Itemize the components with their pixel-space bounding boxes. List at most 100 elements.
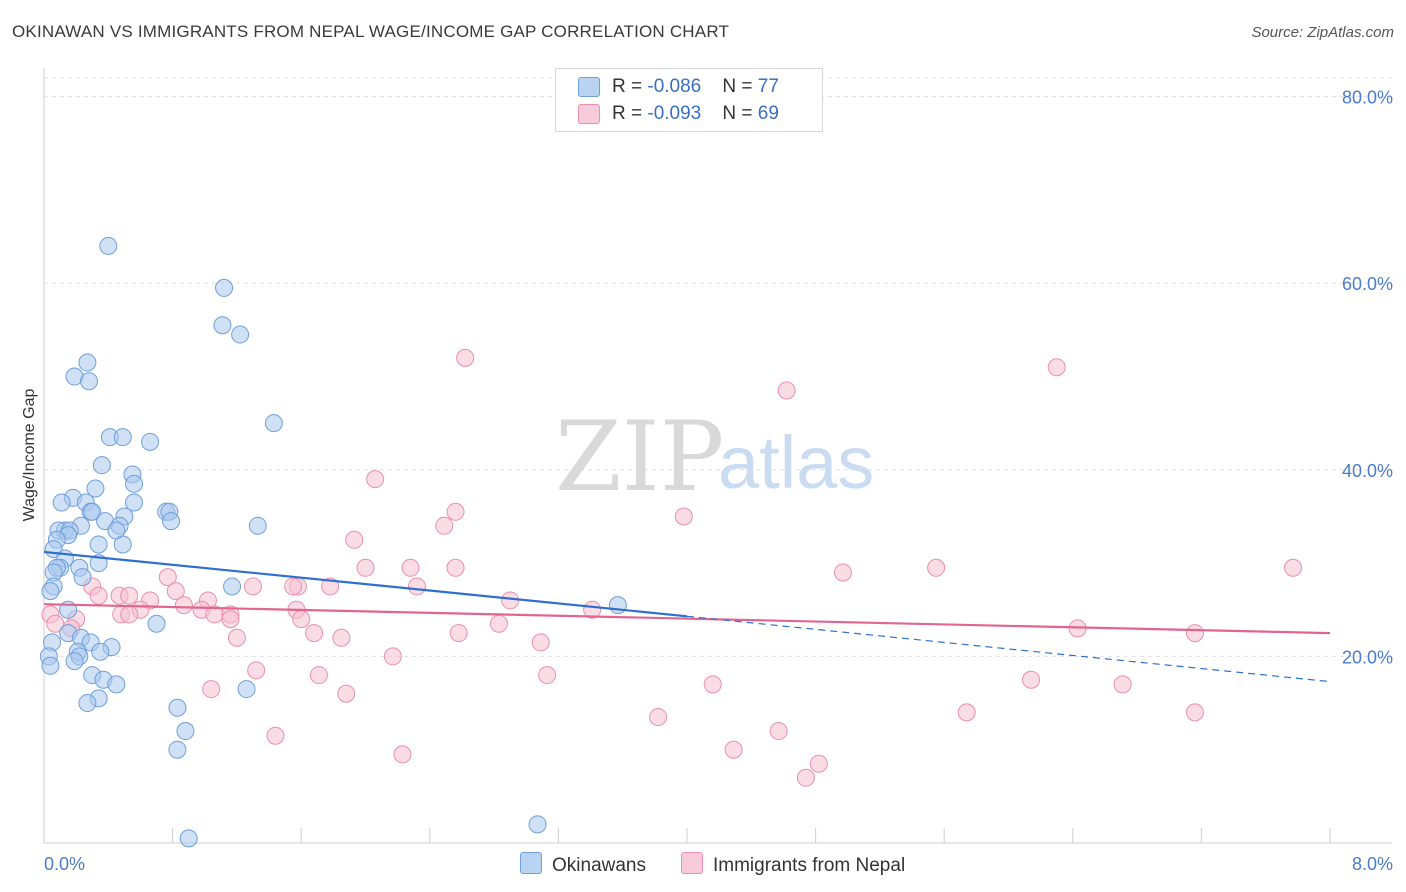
nepal-point	[247, 661, 266, 680]
n-value: 69	[757, 103, 779, 124]
nepal-point	[703, 675, 722, 694]
watermark-zip: ZIP	[555, 401, 724, 513]
nepal-point	[501, 591, 520, 610]
okinawan-point	[248, 516, 267, 535]
grid-lines	[44, 77, 1392, 657]
okinawan-point	[223, 577, 242, 596]
legend-item-okinawans[interactable]: Okinawans	[520, 852, 646, 877]
okinawan-point	[89, 535, 108, 554]
nepal-point	[538, 666, 557, 685]
y-tick-label: 60.0%	[1342, 274, 1393, 294]
nepal-point	[174, 596, 193, 615]
nepal-point	[1022, 670, 1041, 689]
nepal-point	[649, 708, 668, 727]
okinawan-point	[179, 829, 198, 848]
legend-label: Immigrants from Nepal	[713, 855, 906, 876]
nepal-point	[393, 745, 412, 764]
nepal-point	[674, 507, 693, 526]
okinawan-point	[213, 316, 232, 335]
y-tick-label: 40.0%	[1342, 461, 1393, 481]
watermark-atlas: atlas	[718, 421, 874, 504]
okinawan-point	[92, 456, 111, 475]
nepal-point	[356, 558, 375, 577]
r-label: R =	[612, 76, 648, 97]
okinawan-point	[78, 353, 97, 372]
y-tick-label: 20.0%	[1342, 647, 1393, 667]
nepal-trend-line	[43, 603, 1331, 635]
y-axis-label: Wage/Income Gap	[21, 389, 38, 522]
nepal-points	[41, 348, 1303, 787]
nepal-point	[833, 563, 852, 582]
nepal-point	[1185, 703, 1204, 722]
okinawan-point	[113, 535, 132, 554]
source-label: Source: ZipAtlas.com	[1251, 24, 1394, 41]
chart-title: OKINAWAN VS IMMIGRANTS FROM NEPAL WAGE/I…	[12, 22, 730, 41]
nepal-point	[446, 558, 465, 577]
nepal-point	[796, 768, 815, 787]
y-tick-label: 80.0%	[1342, 88, 1393, 108]
okinawan-point	[52, 493, 71, 512]
nepal-point	[337, 684, 356, 703]
nepal-point	[292, 610, 311, 629]
legend-item-nepal[interactable]: Immigrants from Nepal	[681, 852, 905, 877]
x-tick-label: 0.0%	[44, 854, 85, 874]
nepal-point	[777, 381, 796, 400]
okinawan-point	[65, 652, 84, 671]
nepal-point	[407, 577, 426, 596]
okinawan-point	[99, 236, 118, 255]
okinawan-point	[528, 815, 547, 834]
nepal-point	[1284, 558, 1303, 577]
nepal-point	[305, 624, 324, 643]
nepal-point	[489, 614, 508, 633]
n-label: N =	[722, 76, 758, 97]
okinawans-swatch	[578, 77, 600, 97]
okinawan-point	[113, 428, 132, 447]
n-label: N =	[722, 103, 758, 124]
nepal-point	[383, 647, 402, 666]
okinawan-point	[168, 740, 187, 759]
nepal-point	[309, 666, 328, 685]
r-value: -0.086	[647, 76, 702, 97]
okinawans-legend-swatch	[520, 852, 542, 874]
nepal-point	[809, 754, 828, 773]
okinawan-point	[41, 582, 60, 601]
okinawan-point	[176, 722, 195, 741]
nepal-point	[46, 614, 65, 633]
nepal-point	[332, 628, 351, 647]
okinawan-point	[41, 656, 60, 675]
nepal-point	[401, 558, 420, 577]
n-value: 77	[757, 76, 779, 97]
okinawan-point	[231, 325, 250, 344]
nepal-point	[321, 577, 340, 596]
y-tick-labels: 20.0% 40.0% 60.0% 80.0%	[1342, 88, 1393, 668]
nepal-point	[957, 703, 976, 722]
r-value: -0.093	[647, 103, 702, 124]
r-label: R =	[612, 103, 648, 124]
nepal-point	[446, 502, 465, 521]
okinawan-point	[264, 414, 283, 433]
okinawan-point	[161, 512, 180, 531]
axes	[43, 68, 1392, 844]
okinawan-point	[86, 479, 105, 498]
watermark: ZIP atlas	[555, 401, 874, 513]
legend-label: Okinawans	[552, 855, 646, 876]
nepal-point	[120, 586, 139, 605]
nepal-point	[366, 470, 385, 489]
okinawan-point	[168, 698, 187, 717]
okinawan-point	[215, 278, 234, 297]
nepal-legend-swatch	[681, 852, 703, 874]
okinawan-point	[141, 432, 160, 451]
nepal-point	[89, 586, 108, 605]
nepal-point	[927, 558, 946, 577]
okinawan-points	[39, 236, 627, 848]
okinawan-point	[73, 568, 92, 587]
okinawan-point	[91, 642, 110, 661]
okinawan-point	[107, 675, 126, 694]
nepal-point	[435, 516, 454, 535]
nepal-point	[166, 582, 185, 601]
nepal-point	[227, 628, 246, 647]
nepal-point	[724, 740, 743, 759]
okinawan-point	[237, 680, 256, 699]
x-tick-label: 8.0%	[1352, 854, 1393, 874]
